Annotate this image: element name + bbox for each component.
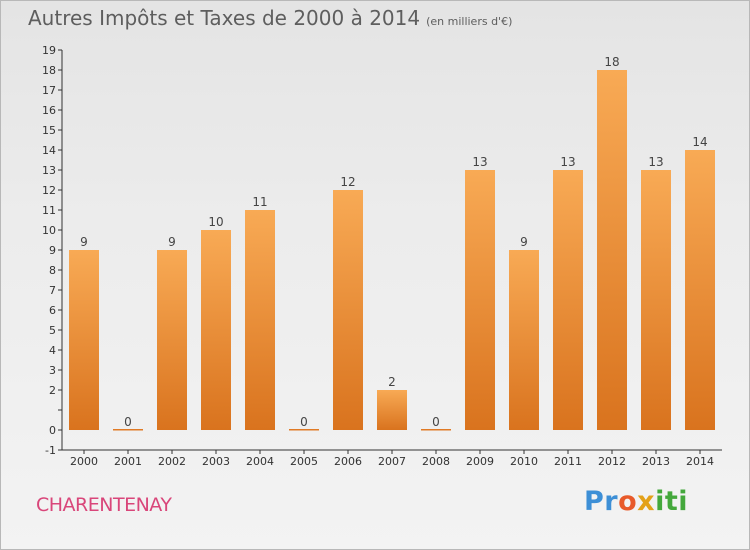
data-label-2003: 10	[208, 215, 223, 229]
y-tick-label: 2	[49, 384, 56, 397]
proxiti-logo: Proxiti	[584, 486, 688, 517]
y-tick-label: 8	[49, 264, 56, 277]
y-tick-label: 17	[42, 84, 56, 97]
x-tick-label-2002: 2002	[158, 455, 186, 468]
bar-2012	[597, 70, 627, 430]
data-label-2012: 18	[604, 55, 619, 69]
x-tick-label-2006: 2006	[334, 455, 362, 468]
x-tick-label-2010: 2010	[510, 455, 538, 468]
data-label-2001: 0	[124, 415, 132, 429]
logo-part-2: o	[618, 486, 638, 517]
y-tick-label: 16	[42, 104, 56, 117]
commune-name: CHARENTENAY	[36, 494, 172, 516]
data-label-2009: 13	[472, 155, 487, 169]
logo-part-4: iti	[655, 486, 689, 517]
bar-2000	[69, 250, 99, 430]
bar-2005	[289, 429, 319, 431]
data-label-2007: 2	[388, 375, 396, 389]
data-label-2008: 0	[432, 415, 440, 429]
y-tick-label: 13	[42, 164, 56, 177]
data-label-2010: 9	[520, 235, 528, 249]
x-tick-label-2001: 2001	[114, 455, 142, 468]
x-tick-label-2000: 2000	[70, 455, 98, 468]
bar-2010	[509, 250, 539, 430]
y-tick-label: 3	[49, 364, 56, 377]
bar-2008	[421, 429, 451, 431]
bar-2001	[113, 429, 143, 431]
y-tick-label: 11	[42, 204, 56, 217]
x-tick-label-2008: 2008	[422, 455, 450, 468]
data-label-2013: 13	[648, 155, 663, 169]
bar-2003	[201, 230, 231, 430]
y-tick-label: -1	[45, 444, 56, 457]
unit-note: (en milliers d'€)	[426, 15, 513, 28]
data-label-2014: 14	[692, 135, 707, 149]
y-tick-label: 5	[49, 324, 56, 337]
data-label-2004: 11	[252, 195, 267, 209]
data-label-2000: 9	[80, 235, 88, 249]
x-tick-label-2007: 2007	[378, 455, 406, 468]
x-tick-label-2003: 2003	[202, 455, 230, 468]
y-tick-label: 10	[42, 224, 56, 237]
data-label-2005: 0	[300, 415, 308, 429]
x-tick-label-2013: 2013	[642, 455, 670, 468]
logo-part-3: x	[637, 486, 656, 517]
y-tick-label: 4	[49, 344, 56, 357]
bar-2007	[377, 390, 407, 430]
x-tick-label-2011: 2011	[554, 455, 582, 468]
y-tick-label: 9	[49, 244, 56, 257]
title-text: Autres Impôts et Taxes de 2000 à 2014	[28, 6, 421, 30]
bar-2006	[333, 190, 363, 430]
data-label-2006: 12	[340, 175, 355, 189]
bar-2002	[157, 250, 187, 430]
y-tick-label: 0	[49, 424, 56, 437]
y-tick-label: 7	[49, 284, 56, 297]
y-tick-label: 6	[49, 304, 56, 317]
bar-2013	[641, 170, 671, 430]
y-tick-label: 14	[42, 144, 56, 157]
y-tick-label: 18	[42, 64, 56, 77]
chart-title: Autres Impôts et Taxes de 2000 à 2014 (en…	[28, 6, 512, 30]
bar-2009	[465, 170, 495, 430]
y-tick-label: 19	[42, 44, 56, 57]
y-tick-label: 12	[42, 184, 56, 197]
x-tick-label-2004: 2004	[246, 455, 274, 468]
x-tick-label-2005: 2005	[290, 455, 318, 468]
logo-part-1: Pr	[584, 486, 619, 517]
x-tick-label-2012: 2012	[598, 455, 626, 468]
x-tick-label-2014: 2014	[686, 455, 714, 468]
data-label-2002: 9	[168, 235, 176, 249]
bar-2011	[553, 170, 583, 430]
bar-2014	[685, 150, 715, 430]
y-tick-label: 15	[42, 124, 56, 137]
bar-2004	[245, 210, 275, 430]
data-label-2011: 13	[560, 155, 575, 169]
x-tick-label-2009: 2009	[466, 455, 494, 468]
